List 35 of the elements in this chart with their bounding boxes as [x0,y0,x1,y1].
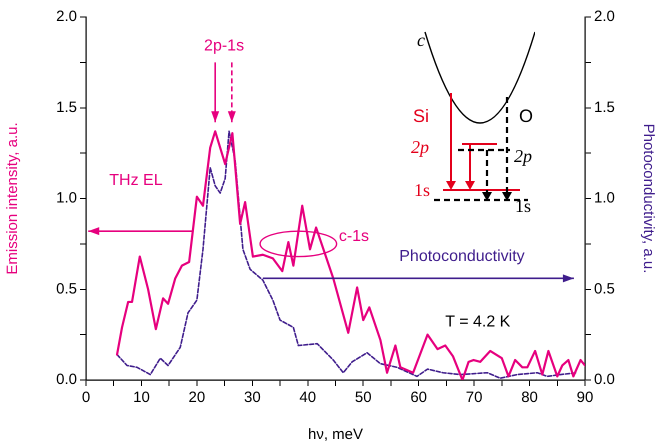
annotation: Si [413,106,430,126]
annotation: 1s [414,180,430,200]
x-tick-label: 20 [188,389,206,406]
y2-tick-label: 0.0 [594,371,615,388]
y-tick-label: 0.5 [56,280,77,298]
x-axis-title: hν, meV [308,426,364,444]
annotation: O [519,106,534,126]
annotation: THz EL [109,172,163,189]
y2-tick-label: 2.0 [594,8,615,26]
annotation: 2p [411,137,429,157]
annotation: c [417,30,425,50]
y-tick-label: 2.0 [56,8,77,26]
annotation: T = 4.2 K [445,313,511,330]
x-tick-label: 80 [521,389,538,406]
x-tick-label: 10 [133,389,150,406]
annotation: 2p-1s [204,37,244,54]
x-tick-label: 40 [299,389,316,406]
y-axis-title: Emission intensity, a.u. [4,122,22,275]
y2-axis-title: Photoconductivity, a.u. [640,124,657,274]
annotation: 1s [515,196,532,216]
x-tick-label: 60 [410,389,428,406]
annotation: Photoconductivity [399,248,525,265]
y-tick-label: 1.0 [56,190,77,207]
x-tick-label: 0 [82,389,90,406]
annotation: c-1s [338,228,370,246]
y2-tick-label: 1.0 [594,190,615,207]
x-tick-label: 70 [466,389,482,406]
annotation: 2p [514,146,532,166]
y-tick-label: 0.0 [56,371,77,388]
y2-tick-label: 1.5 [594,98,615,116]
y2-tick-label: 0.5 [594,280,615,298]
x-tick-label: 30 [244,389,261,406]
x-tick-label: 50 [354,389,372,406]
y-tick-label: 1.5 [56,98,77,116]
x-tick-label: 90 [576,389,594,406]
